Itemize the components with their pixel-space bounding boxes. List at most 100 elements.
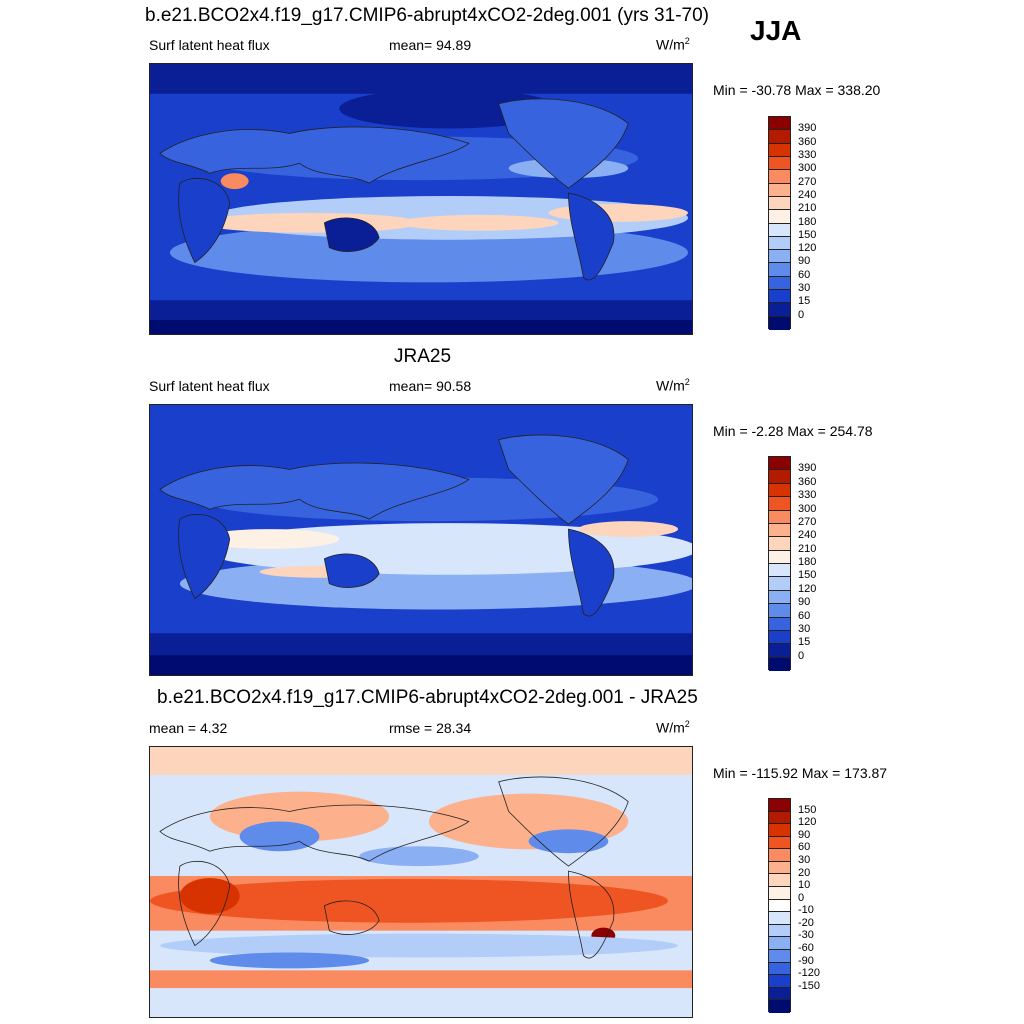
colorbar-tick-label: 60 xyxy=(798,268,811,281)
panel2-mean: mean= 90.58 xyxy=(389,378,472,394)
colorbar-tick-label: 300 xyxy=(798,162,817,175)
colorbar-box xyxy=(769,303,790,317)
panel2-title: JRA25 xyxy=(394,346,452,367)
colorbar-tick-label: 180 xyxy=(798,215,817,228)
colorbar-box xyxy=(769,117,790,131)
colorbar-box xyxy=(769,987,790,1001)
colorbar-tick-label: 150 xyxy=(798,228,817,241)
colorbar-tick-label: -20 xyxy=(798,916,814,929)
colorbar-tick-label: 0 xyxy=(798,891,805,904)
colorbar-box xyxy=(769,263,790,277)
colorbar-tick-label: 390 xyxy=(798,462,817,475)
panel3-units: W/m2 xyxy=(656,719,690,736)
colorbar-tick-label: 360 xyxy=(798,475,817,488)
panel3-colorbar xyxy=(768,798,791,1013)
panel2-colorbar xyxy=(768,456,791,671)
colorbar-tick-label: 300 xyxy=(798,502,817,515)
panel2-units: W/m2 xyxy=(656,377,690,394)
panel1-minmax: Min = -30.78 Max = 338.20 xyxy=(713,82,881,98)
panel3-title: b.e21.BCO2x4.f19_g17.CMIP6-abrupt4xCO2-2… xyxy=(157,687,698,708)
colorbar-box xyxy=(769,874,790,888)
panel3-map-field xyxy=(150,747,692,1017)
colorbar-tick-label: 30 xyxy=(798,622,811,635)
colorbar-box xyxy=(769,316,790,330)
colorbar-tick-label: 240 xyxy=(798,188,817,201)
panel2-map-field xyxy=(150,405,692,675)
colorbar-tick-label: 15 xyxy=(798,295,811,308)
colorbar-box xyxy=(769,537,790,551)
panel3-minmax: Min = -115.92 Max = 173.87 xyxy=(713,765,888,781)
colorbar-tick-label: -120 xyxy=(798,967,821,980)
colorbar-box xyxy=(769,250,790,264)
colorbar-box xyxy=(769,912,790,925)
colorbar-tick-label: 330 xyxy=(798,148,817,161)
colorbar-box xyxy=(769,604,790,618)
colorbar-box xyxy=(769,457,790,471)
colorbar-tick-label: 120 xyxy=(798,242,817,255)
panel2-minmax: Min = -2.28 Max = 254.78 xyxy=(713,423,873,439)
colorbar-box xyxy=(769,210,790,224)
colorbar-box xyxy=(769,924,790,938)
colorbar-tick-label: 270 xyxy=(798,175,817,188)
colorbar-box xyxy=(769,849,790,862)
colorbar-box xyxy=(769,196,790,211)
colorbar-box xyxy=(769,183,790,197)
panel1-map-field xyxy=(150,64,692,334)
colorbar-tick-label: -90 xyxy=(798,954,814,967)
panel2-left-label: Surf latent heat flux xyxy=(149,378,270,394)
colorbar-box xyxy=(769,290,790,304)
panel1-left-label: Surf latent heat flux xyxy=(149,37,270,53)
colorbar-box xyxy=(769,811,790,825)
colorbar-tick-label: 150 xyxy=(798,803,817,816)
colorbar-box xyxy=(769,644,790,658)
colorbar-tick-label: 120 xyxy=(798,582,817,595)
colorbar-box xyxy=(769,937,790,950)
colorbar-tick-label: 240 xyxy=(798,529,817,542)
panel1-colorbar xyxy=(768,116,791,330)
colorbar-box xyxy=(769,799,790,812)
colorbar-box xyxy=(769,577,790,591)
colorbar-tick-label: 15 xyxy=(798,636,811,649)
colorbar-box xyxy=(769,899,790,913)
colorbar-box xyxy=(769,887,790,900)
colorbar-tick-label: 90 xyxy=(798,828,811,841)
colorbar-tick-label: 330 xyxy=(798,489,817,502)
colorbar-box xyxy=(769,836,790,850)
colorbar-tick-label: -10 xyxy=(798,904,814,917)
colorbar-box xyxy=(769,130,790,144)
colorbar-box xyxy=(769,564,790,578)
colorbar-tick-label: 90 xyxy=(798,596,811,609)
colorbar-box xyxy=(769,657,790,671)
colorbar-box xyxy=(769,510,790,524)
panel1-units: W/m2 xyxy=(656,36,690,53)
colorbar-box xyxy=(769,236,790,251)
colorbar-box xyxy=(769,975,790,988)
colorbar-tick-label: -30 xyxy=(798,929,814,942)
colorbar-tick-label: 210 xyxy=(798,542,817,555)
colorbar-tick-label: 360 xyxy=(798,135,817,148)
colorbar-box xyxy=(769,276,790,291)
colorbar-tick-label: -150 xyxy=(798,979,821,992)
colorbar-tick-label: 120 xyxy=(798,816,817,829)
colorbar-box xyxy=(769,1000,790,1013)
colorbar-tick-label: 150 xyxy=(798,569,817,582)
panel3-map xyxy=(149,746,693,1018)
colorbar-box xyxy=(769,962,790,976)
colorbar-tick-label: -60 xyxy=(798,942,814,955)
colorbar-box xyxy=(769,156,790,171)
panel2-map xyxy=(149,404,693,676)
panel3-rmse: rmse = 28.34 xyxy=(389,720,472,736)
colorbar-tick-label: 180 xyxy=(798,556,817,568)
colorbar-box xyxy=(769,630,790,645)
colorbar-box xyxy=(769,824,790,837)
colorbar-box xyxy=(769,483,790,498)
colorbar-tick-label: 60 xyxy=(798,609,811,622)
colorbar-box xyxy=(769,949,790,963)
season-label: JJA xyxy=(750,15,802,46)
colorbar-tick-label: 0 xyxy=(798,649,805,662)
colorbar-tick-label: 60 xyxy=(798,841,811,854)
panel1-mean: mean= 94.89 xyxy=(389,37,472,53)
colorbar-box xyxy=(769,497,790,511)
panel1-title: b.e21.BCO2x4.f19_g17.CMIP6-abrupt4xCO2-2… xyxy=(145,5,709,26)
colorbar-box xyxy=(769,470,790,484)
